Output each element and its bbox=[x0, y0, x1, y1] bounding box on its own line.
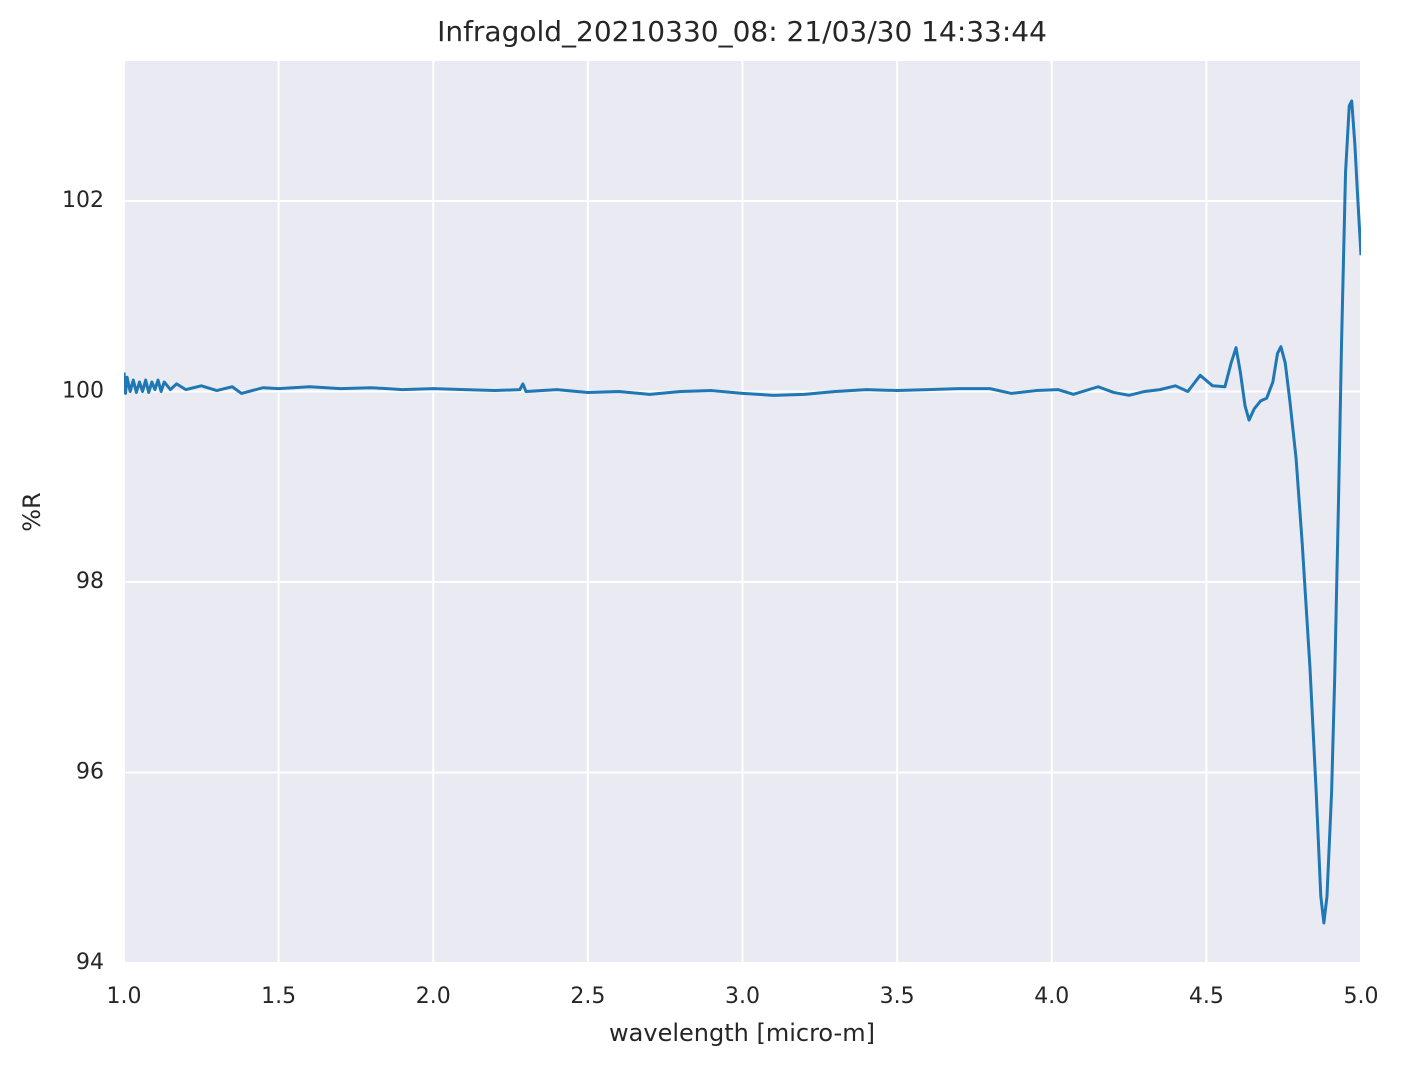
y-tick-label: 102 bbox=[62, 188, 104, 213]
y-axis-label: %R bbox=[18, 492, 46, 531]
x-tick-label: 1.5 bbox=[261, 984, 296, 1009]
y-tick-label: 98 bbox=[76, 569, 104, 594]
y-tick-label: 96 bbox=[76, 760, 104, 785]
x-tick-label: 1.0 bbox=[107, 984, 142, 1009]
y-tick-label: 100 bbox=[62, 379, 104, 404]
x-tick-label: 3.5 bbox=[880, 984, 915, 1009]
x-tick-label: 5.0 bbox=[1344, 984, 1379, 1009]
y-tick-label: 94 bbox=[76, 950, 104, 975]
x-tick-label: 4.5 bbox=[1189, 984, 1224, 1009]
x-tick-label: 3.0 bbox=[725, 984, 760, 1009]
chart-title: Infragold_20210330_08: 21/03/30 14:33:44 bbox=[437, 15, 1047, 48]
x-tick-label: 4.0 bbox=[1034, 984, 1069, 1009]
x-axis-label: wavelength [micro-m] bbox=[609, 1019, 875, 1047]
data-line bbox=[124, 99, 1361, 925]
x-tick-label: 2.0 bbox=[416, 984, 451, 1009]
x-tick-label: 2.5 bbox=[570, 984, 605, 1009]
